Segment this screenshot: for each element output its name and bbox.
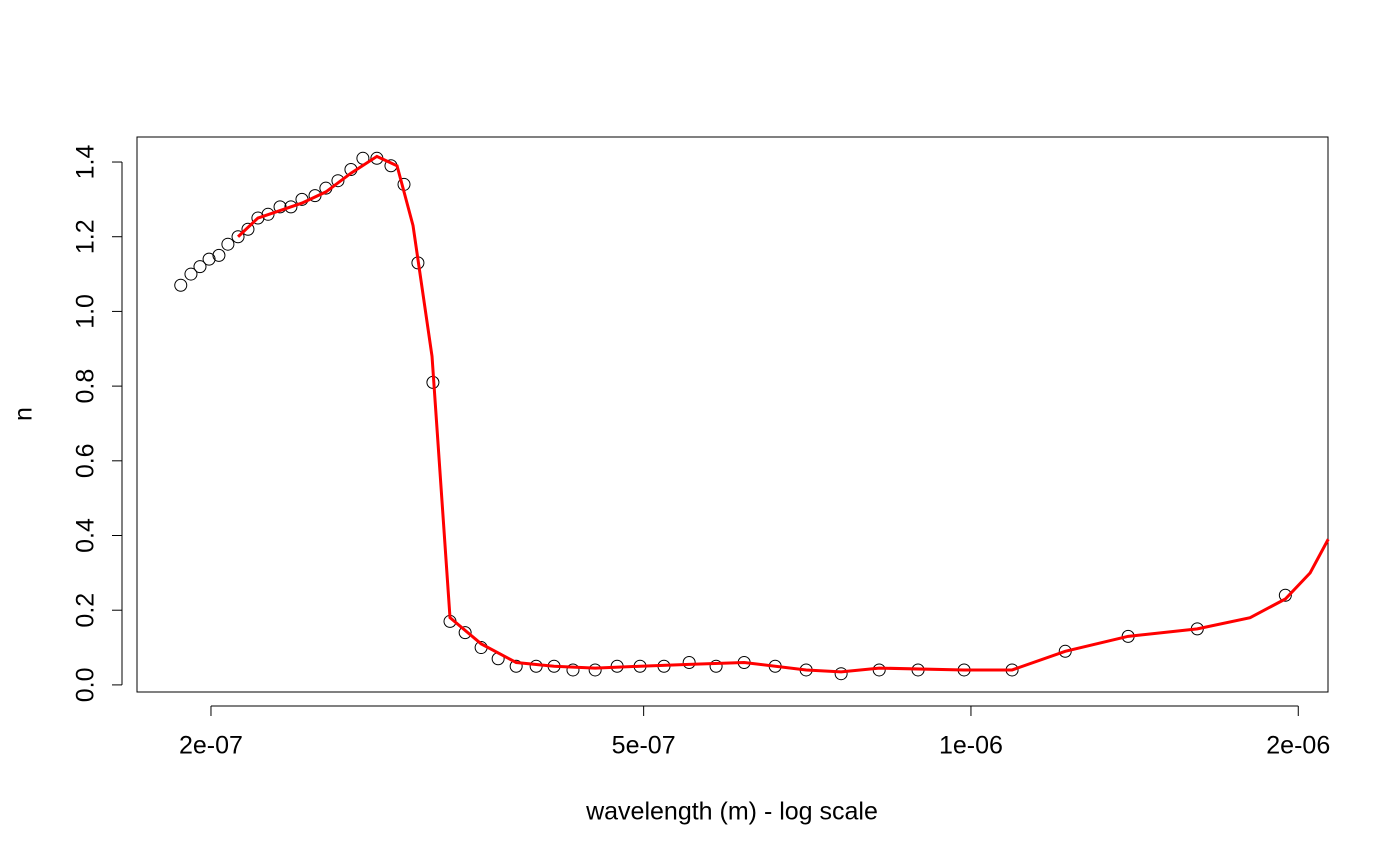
y-tick-label: 1.4 — [72, 145, 100, 180]
y-tick-label: 0.6 — [72, 443, 100, 478]
x-tick-label: 5e-07 — [612, 732, 676, 760]
data-point — [231, 230, 245, 244]
x-tick-label: 2e-06 — [1266, 732, 1330, 760]
x-tick-label: 1e-06 — [939, 732, 1003, 760]
data-point — [509, 659, 523, 673]
y-tick-label: 0.4 — [72, 518, 100, 553]
data-point — [221, 237, 235, 251]
x-axis-label: wavelength (m) - log scale — [585, 798, 878, 826]
y-tick-label: 0.0 — [72, 668, 100, 703]
data-point — [202, 252, 216, 266]
data-point — [193, 260, 207, 274]
data-line — [237, 154, 1330, 674]
y-tick-label: 0.8 — [72, 369, 100, 404]
data-point — [458, 626, 472, 640]
data-point — [1278, 588, 1292, 602]
data-point — [241, 222, 255, 236]
x-tick-label: 2e-07 — [179, 732, 243, 760]
data-point — [212, 248, 226, 262]
y-tick-label: 1.2 — [72, 219, 100, 254]
data-point — [588, 663, 602, 677]
data-point — [273, 200, 287, 214]
data-point — [331, 174, 345, 188]
data-point — [566, 663, 580, 677]
data-point — [709, 659, 723, 673]
data-point — [174, 278, 188, 292]
y-axis-label: n — [10, 407, 38, 421]
y-tick-label: 1.0 — [72, 294, 100, 329]
data-point — [184, 267, 198, 281]
data-point — [682, 655, 696, 669]
data-point — [284, 200, 298, 214]
data-point — [834, 667, 848, 681]
plot-frame — [136, 136, 1329, 693]
data-point — [261, 207, 275, 221]
y-tick-label: 0.2 — [72, 593, 100, 628]
